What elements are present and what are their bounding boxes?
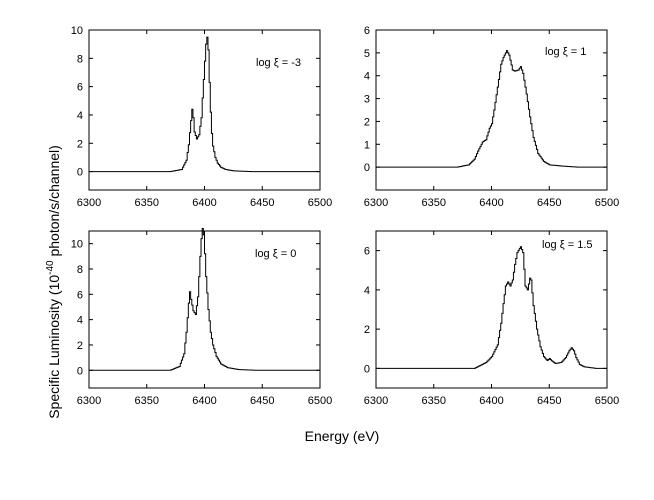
y-tick-label: 2 [77,340,83,352]
x-tick-label: 6350 [135,395,159,407]
panel-3: 6300 6350 6400 6450 6500 0 2 4 6 8 10 log ξ = 0 [71,227,332,407]
y-axis-title-tail: photon/s/channel) [46,145,62,260]
y-tick-label: 6 [77,82,83,94]
y-tick-label: 10 [71,239,83,251]
y-tick-label: 6 [364,25,370,37]
x-tick-label: 6350 [422,197,446,209]
panel-annotation: log ξ = -3 [256,57,301,69]
y-tick-label: 8 [77,264,83,276]
y-tick-label: 10 [71,25,83,37]
panel-annotation: log ξ = 1.5 [542,239,593,251]
y-tick-label: 2 [77,138,83,150]
y-axis-title-main: Specific Luminosity (10 [46,275,62,419]
panel-2: 6300 6350 6400 6450 6500 0 1 2 3 4 5 6 log ξ = 1 [364,25,619,209]
y-tick-label: 6 [77,289,83,301]
spectrum-line [376,50,607,168]
y-tick-label: 3 [364,94,370,106]
x-tick-label: 6450 [537,395,561,407]
y-tick-label: 0 [77,365,83,377]
plot-frame [375,230,608,389]
y-tick-label: 2 [364,116,370,128]
x-tick-label: 6500 [308,197,332,209]
y-tick-label: 4 [364,285,370,297]
x-axis-title: Energy (eV) [305,428,380,444]
x-tick-label: 6400 [192,395,216,407]
y-tick-label: 4 [77,315,83,327]
x-tick-label: 6300 [77,197,101,209]
x-tick-label: 6450 [250,395,274,407]
x-tick-label: 6300 [364,197,388,209]
y-tick-label: 0 [364,162,370,174]
x-tick-label: 6400 [192,197,216,209]
y-axis-title-exponent: -40 [45,260,56,275]
x-tick-label: 6450 [537,197,561,209]
y-tick-label: 6 [364,246,370,258]
y-tick-label: 0 [364,363,370,375]
x-tick-label: 6400 [479,197,503,209]
y-tick-label: 4 [364,71,370,83]
x-tick-label: 6500 [595,197,619,209]
y-tick-label: 0 [77,167,83,179]
panel-annotation: log ξ = 1 [545,46,586,58]
x-tick-label: 6500 [308,395,332,407]
y-tick-label: 4 [77,110,83,122]
spectrum-line [89,36,320,173]
x-tick-label: 6400 [479,395,503,407]
y-tick-label: 1 [364,139,370,151]
spectrum-line [376,246,607,369]
y-tick-label: 5 [364,48,370,60]
x-tick-label: 6450 [250,197,274,209]
y-tick-label: 2 [364,324,370,336]
panel-1: 6300 6350 6400 6450 6500 0 2 4 6 8 10 log ξ = -3 [71,25,332,209]
y-tick-label: 8 [77,53,83,65]
x-tick-label: 6300 [364,395,388,407]
x-tick-label: 6300 [77,395,101,407]
panel-4: 6300 6350 6400 6450 6500 0 2 4 6 log ξ = 1.5 [364,230,619,407]
x-tick-label: 6500 [595,395,619,407]
plot-frame [88,29,321,191]
x-tick-label: 6350 [135,197,159,209]
y-axis-title: Specific Luminosity (10-40 photon/s/chan… [45,145,62,419]
panel-annotation: log ξ = 0 [255,248,296,260]
x-tick-label: 6350 [422,395,446,407]
spectrum-line [89,227,320,371]
